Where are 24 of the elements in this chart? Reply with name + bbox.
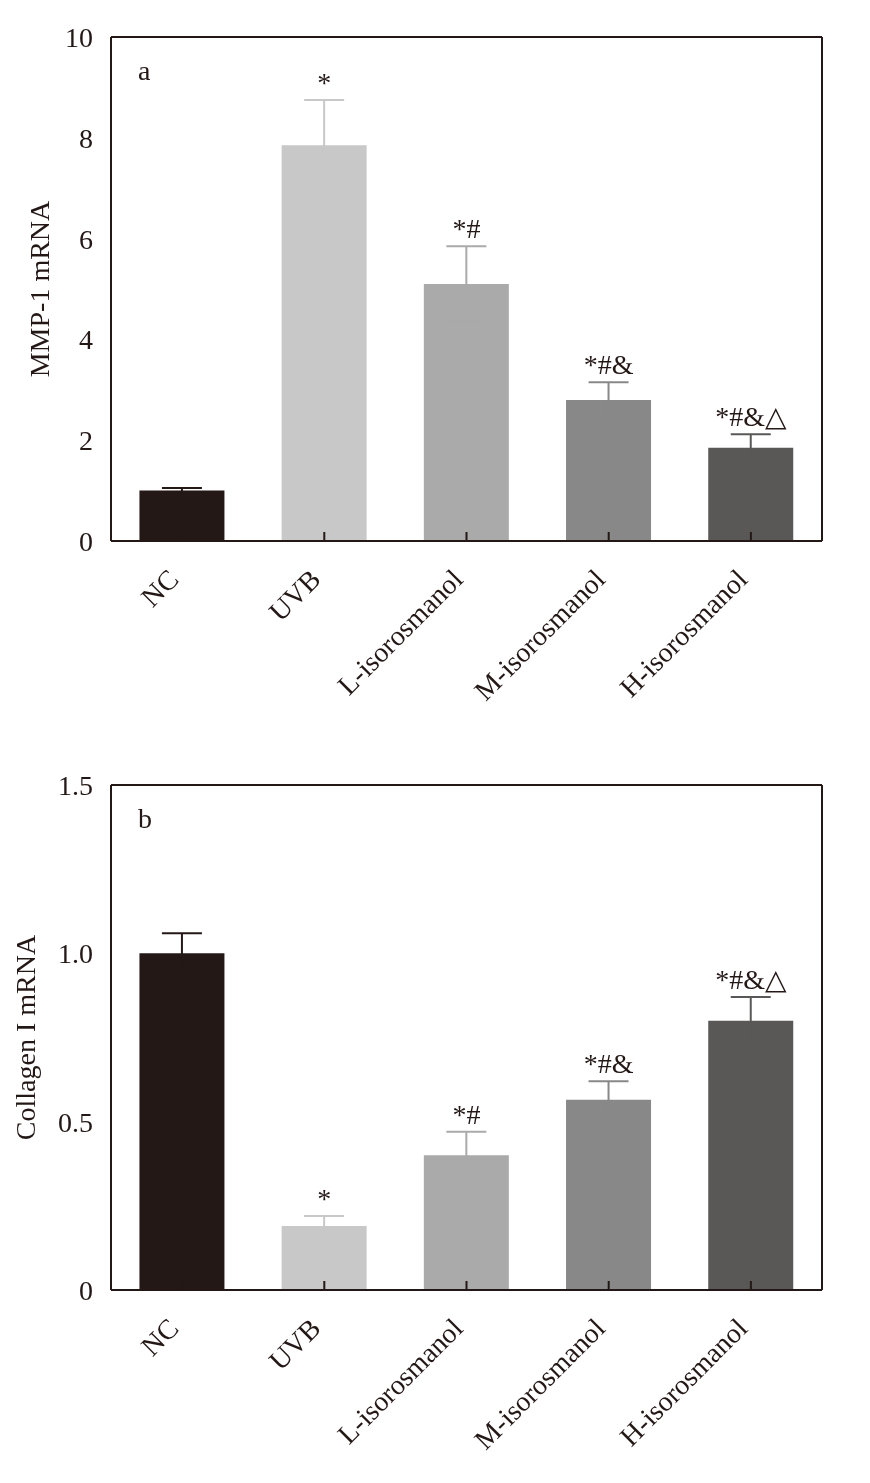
annotation: *#&△ — [715, 964, 788, 996]
annotation: *# — [452, 1098, 481, 1130]
annotation: *#& — [583, 1048, 634, 1080]
annotation: * — [317, 67, 332, 98]
y-axis-title: MMP-1 mRNA — [23, 199, 55, 378]
x-tick-label: NC — [134, 563, 185, 613]
y-tick-label: 0.5 — [58, 1106, 93, 1138]
annotation: b — [138, 803, 152, 835]
y-tick-label: 6 — [79, 223, 93, 255]
annotation: *# — [452, 213, 481, 245]
annotation: * — [317, 1182, 332, 1214]
annotation: *#& — [583, 349, 634, 381]
y-tick-label: 2 — [79, 425, 93, 457]
y-tick-label: 1.5 — [58, 769, 93, 801]
y-tick-label: 4 — [79, 324, 93, 356]
y-tick-label: 10 — [65, 21, 93, 53]
annotation: *#&△ — [715, 401, 788, 433]
y-tick-label: 1.0 — [58, 938, 93, 970]
y-tick-label: 8 — [79, 122, 93, 154]
y-tick-label: 0 — [79, 1274, 93, 1306]
x-tick-label: NC — [134, 1312, 185, 1362]
annotation: a — [138, 55, 151, 87]
y-tick-label: 0 — [79, 525, 93, 557]
y-axis-title: Collagen I mRNA — [9, 934, 41, 1141]
